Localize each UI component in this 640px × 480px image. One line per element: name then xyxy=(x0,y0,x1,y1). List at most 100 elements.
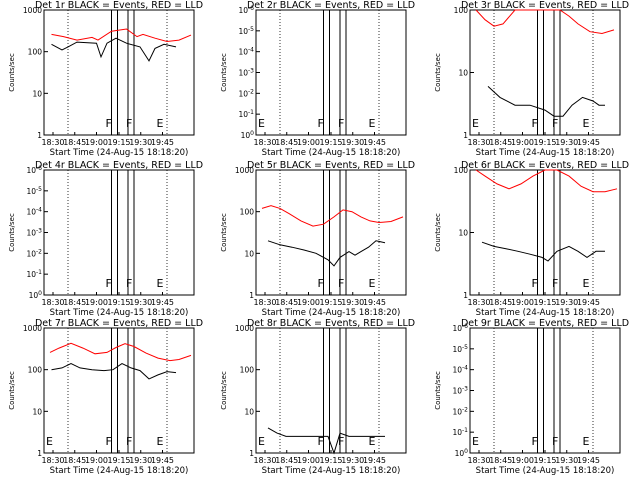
x-tick-label: 18:45 xyxy=(489,456,512,465)
plot-frame xyxy=(469,9,621,136)
marker-label: E xyxy=(583,277,590,290)
marker-label: F xyxy=(318,277,324,290)
plot-frame xyxy=(469,169,621,296)
marker-label: E xyxy=(583,117,590,130)
marker-label: F xyxy=(338,277,344,290)
marker-label: E xyxy=(472,117,479,130)
y-tick-label: 1 xyxy=(463,291,468,300)
y-tick-label: 10-5 xyxy=(452,344,468,354)
panel-title: Det 7r BLACK = Events, RED = LLD xyxy=(35,318,203,329)
series-lld-line xyxy=(261,205,404,227)
x-tick-label: 18:30 xyxy=(467,138,490,147)
marker-label: F xyxy=(552,277,558,290)
y-axis-label: Counts/sec xyxy=(434,371,442,410)
y-axis-label: Counts/sec xyxy=(220,371,228,410)
panel-title: Det 3r BLACK = Events, RED = LLD xyxy=(461,0,629,11)
y-tick-label: 10-2 xyxy=(452,406,468,416)
series-events-line xyxy=(267,240,386,267)
y-tick-label: 10-5 xyxy=(238,26,254,36)
marker-label: F xyxy=(318,117,324,130)
x-tick-label: 19:45 xyxy=(363,298,386,307)
x-tick-label: 18:30 xyxy=(467,456,490,465)
x-tick-label: 18:30 xyxy=(253,298,276,307)
marker-label: E xyxy=(157,277,164,290)
y-tick-label: 10 xyxy=(458,69,468,78)
y-tick-label: 10 xyxy=(244,407,254,416)
x-tick-label: 19:45 xyxy=(151,138,174,147)
x-axis-label: Start Time (24-Aug-15 18:18:20) xyxy=(476,308,615,318)
x-tick-label: 19:00 xyxy=(85,298,108,307)
y-axis-label: Counts/sec xyxy=(220,53,228,92)
y-axis-label: Counts/sec xyxy=(434,213,442,252)
marker-label: E xyxy=(157,117,164,130)
x-tick-label: 19:15 xyxy=(533,456,556,465)
marker-label: F xyxy=(106,277,112,290)
y-tick-label: 1000 xyxy=(235,324,254,333)
x-tick-label: 18:45 xyxy=(275,456,298,465)
x-axis-label: Start Time (24-Aug-15 18:18:20) xyxy=(476,466,615,476)
y-tick-label: 100 xyxy=(240,366,255,375)
x-tick-label: 19:15 xyxy=(533,138,556,147)
y-tick-label: 10-4 xyxy=(452,365,468,375)
y-tick-label: 10-4 xyxy=(26,207,42,217)
y-tick-label: 10-2 xyxy=(238,88,254,98)
panel-det-5: Det 5r BLACK = Events, RED = LLD F F E 1 10 10… xyxy=(220,160,415,318)
y-tick-label: 10 xyxy=(32,89,42,98)
panel-title: Det 6r BLACK = Events, RED = LLD xyxy=(461,160,629,171)
y-tick-label: 10 xyxy=(32,407,42,416)
x-tick-label: 18:45 xyxy=(275,138,298,147)
series-events-line xyxy=(481,241,605,262)
y-axis-label: Counts/sec xyxy=(8,371,16,410)
y-axis-label: Counts/sec xyxy=(8,213,16,252)
x-tick-label: 19:00 xyxy=(297,298,320,307)
panel-title: Det 1r BLACK = Events, RED = LLD xyxy=(35,0,203,11)
series-lld-line xyxy=(475,9,615,35)
x-axis-label: Start Time (24-Aug-15 18:18:20) xyxy=(50,308,189,318)
x-tick-label: 18:30 xyxy=(467,298,490,307)
y-tick-label: 10-3 xyxy=(452,386,468,396)
y-tick-label: 10-6 xyxy=(452,323,468,333)
y-tick-label: 1000 xyxy=(23,6,42,15)
marker-label: E xyxy=(472,435,479,448)
x-axis-label: Start Time (24-Aug-15 18:18:20) xyxy=(262,466,401,476)
panel-det-1: Det 1r BLACK = Events, RED = LLD F F E 1 10 10… xyxy=(8,0,203,158)
y-tick-label: 1000 xyxy=(235,166,254,175)
marker-label: E xyxy=(369,117,376,130)
series-events-line xyxy=(51,37,177,62)
y-tick-label: 10-6 xyxy=(238,5,254,15)
series-lld-line xyxy=(51,28,192,43)
x-tick-label: 18:30 xyxy=(41,298,64,307)
y-tick-label: 100 xyxy=(241,130,255,140)
x-tick-label: 19:45 xyxy=(577,298,600,307)
x-tick-label: 18:30 xyxy=(253,456,276,465)
marker-label: E xyxy=(583,435,590,448)
x-tick-label: 18:45 xyxy=(489,138,512,147)
marker-label: F xyxy=(106,435,112,448)
y-tick-label: 10-1 xyxy=(452,427,468,437)
plot-frame xyxy=(255,9,407,136)
x-tick-label: 19:00 xyxy=(511,138,534,147)
y-tick-label: 100 xyxy=(454,166,469,175)
plot-frame xyxy=(43,9,195,136)
x-tick-label: 19:30 xyxy=(341,456,364,465)
marker-label: F xyxy=(552,435,558,448)
marker-label: F xyxy=(338,435,344,448)
x-tick-label: 19:00 xyxy=(297,138,320,147)
marker-label: F xyxy=(532,435,538,448)
series-events-line xyxy=(51,363,177,380)
x-tick-label: 19:30 xyxy=(341,138,364,147)
x-tick-label: 19:15 xyxy=(107,298,130,307)
x-tick-label: 19:45 xyxy=(151,456,174,465)
y-tick-label: 10-5 xyxy=(26,186,42,196)
y-tick-label: 10-3 xyxy=(238,68,254,78)
panel-det-4: Det 4r BLACK = Events, RED = LLD F F E 100 10… xyxy=(8,160,203,318)
x-axis-label: Start Time (24-Aug-15 18:18:20) xyxy=(50,466,189,476)
x-tick-label: 19:30 xyxy=(129,456,152,465)
x-tick-label: 19:00 xyxy=(85,456,108,465)
y-tick-label: 1 xyxy=(249,449,254,458)
y-tick-label: 100 xyxy=(240,208,255,217)
x-tick-label: 19:15 xyxy=(319,456,342,465)
marker-label: F xyxy=(532,117,538,130)
